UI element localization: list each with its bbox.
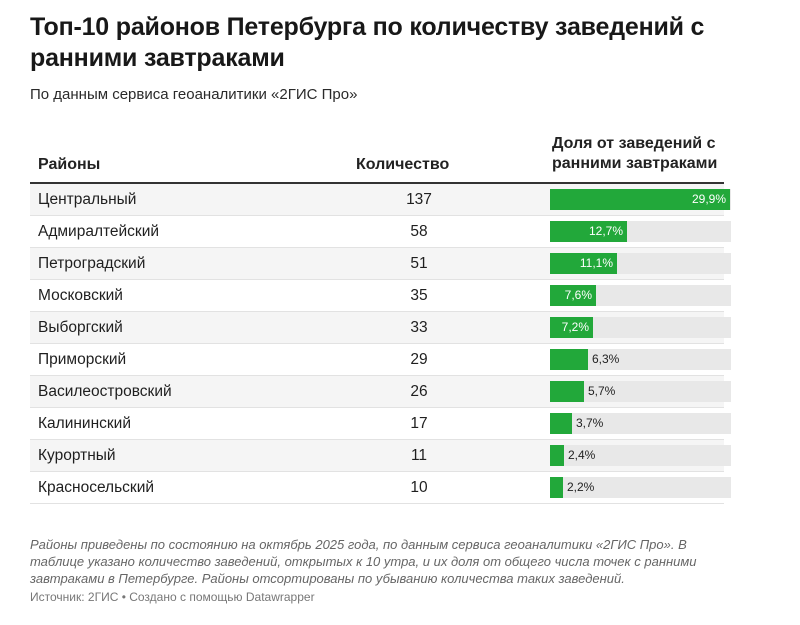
share-bar-track: 29,9%: [550, 189, 731, 210]
column-header-share-text: Доля от заведений с ранними завтраками: [552, 135, 718, 172]
share-bar-track: 11,1%: [550, 253, 731, 274]
district-name-cell: Курортный: [30, 439, 356, 472]
share-cell: 2,4%: [544, 439, 731, 472]
count-cell: 26: [356, 375, 544, 408]
share-cell: 7,6%: [544, 279, 731, 312]
share-value-label: 2,2%: [567, 480, 595, 494]
table-row: Курортный 11 2,4%: [30, 439, 731, 472]
share-bar-track: 6,3%: [550, 349, 731, 370]
share-value-label: 29,9%: [691, 192, 726, 206]
table-row: Калининский 17 3,7%: [30, 407, 731, 440]
table-row: Василеостровский 26 5,7%: [30, 375, 731, 408]
share-cell: 12,7%: [544, 215, 731, 248]
count-cell: 58: [356, 215, 544, 248]
footnote: Районы приведены по состоянию на октябрь…: [30, 537, 697, 586]
share-cell: 5,7%: [544, 375, 731, 408]
district-name-cell: Василеостровский: [30, 375, 356, 408]
share-cell: 29,9%: [544, 183, 731, 216]
table-row: Московский 35 7,6%: [30, 279, 731, 312]
share-bar: [550, 317, 593, 338]
district-name-cell: Калининский: [30, 407, 356, 440]
share-value-label: 2,4%: [568, 448, 596, 462]
district-name-cell: Адмиралтейский: [30, 215, 356, 248]
share-bar-track: 2,4%: [550, 445, 731, 466]
share-bar: [550, 381, 584, 402]
district-name-cell: Петроградский: [30, 247, 356, 280]
share-bar: [550, 349, 588, 370]
share-bar: [550, 413, 572, 434]
share-value-label: 12,7%: [588, 224, 623, 238]
count-cell: 35: [356, 279, 544, 312]
table-row: Адмиралтейский 58 12,7%: [30, 215, 731, 248]
share-value-label: 5,7%: [588, 384, 616, 398]
share-cell: 3,7%: [544, 407, 731, 440]
share-bar: [550, 189, 730, 210]
table-row: Центральный 137 29,9%: [30, 183, 731, 216]
share-cell: 7,2%: [544, 311, 731, 344]
district-name-cell: Красносельский: [30, 471, 356, 504]
district-name-cell: Приморский: [30, 343, 356, 376]
share-value-label: 6,3%: [592, 352, 620, 366]
share-bar: [550, 253, 617, 274]
count-cell: 51: [356, 247, 544, 280]
table-body: Центральный 137 29,9% Адмиралтейский 58 12,7%…: [30, 183, 731, 504]
share-bar-track: 3,7%: [550, 413, 731, 434]
district-name-cell: Выборгский: [30, 311, 356, 344]
table-header-row: Районы Количество Доля от заведений с ра…: [30, 134, 724, 184]
share-cell: 6,3%: [544, 343, 731, 376]
share-bar-track: 2,2%: [550, 477, 731, 498]
share-value-label: 3,7%: [576, 416, 604, 430]
chart-subtitle: По данным сервиса геоаналитики «2ГИС Про…: [30, 86, 358, 103]
column-header-districts[interactable]: Районы: [30, 134, 356, 184]
share-cell: 2,2%: [544, 471, 731, 504]
count-cell: 29: [356, 343, 544, 376]
share-value-label: 7,2%: [561, 320, 589, 334]
count-cell: 10: [356, 471, 544, 504]
column-header-count[interactable]: Количество: [356, 134, 544, 184]
share-bar-track: 7,6%: [550, 285, 731, 306]
share-bar: [550, 445, 564, 466]
count-cell: 11: [356, 439, 544, 472]
count-cell: 33: [356, 311, 544, 344]
share-value-label: 11,1%: [579, 256, 613, 270]
district-name-cell: Московский: [30, 279, 356, 312]
share-cell: 11,1%: [544, 247, 731, 280]
share-bar: [550, 477, 563, 498]
source-line: Источник: 2ГИС • Создано с помощью Dataw…: [30, 590, 315, 604]
share-value-label: 7,6%: [564, 288, 592, 302]
table-row: Приморский 29 6,3%: [30, 343, 731, 376]
district-name-cell: Центральный: [30, 183, 356, 216]
share-bar: [550, 285, 596, 306]
share-bar-track: 7,2%: [550, 317, 731, 338]
chart-title: Топ-10 районов Петербурга по количеству …: [30, 13, 705, 72]
column-header-share[interactable]: Доля от заведений с ранними завтраками: [544, 134, 724, 184]
share-bar: [550, 221, 627, 242]
share-bar-track: 5,7%: [550, 381, 731, 402]
count-cell: 17: [356, 407, 544, 440]
count-cell: 137: [356, 183, 544, 216]
share-bar-track: 12,7%: [550, 221, 731, 242]
data-table: Районы Количество Доля от заведений с ра…: [30, 134, 731, 504]
table-row: Петроградский 51 11,1%: [30, 247, 731, 280]
table-row: Красносельский 10 2,2%: [30, 471, 731, 504]
table-row: Выборгский 33 7,2%: [30, 311, 731, 344]
